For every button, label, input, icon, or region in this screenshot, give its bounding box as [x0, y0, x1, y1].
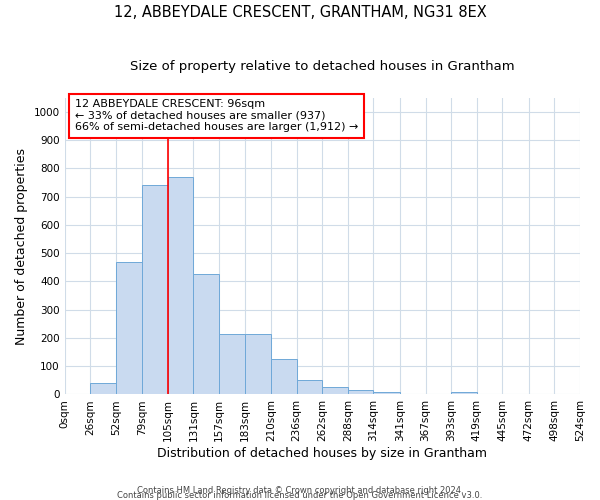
Bar — [168, 177, 193, 394]
Bar — [193, 274, 219, 394]
Text: 12 ABBEYDALE CRESCENT: 96sqm
← 33% of detached houses are smaller (937)
66% of s: 12 ABBEYDALE CRESCENT: 96sqm ← 33% of de… — [75, 100, 358, 132]
Bar — [245, 334, 271, 394]
Text: Contains HM Land Registry data © Crown copyright and database right 2024.: Contains HM Land Registry data © Crown c… — [137, 486, 463, 495]
Bar — [322, 388, 348, 394]
Bar — [116, 262, 142, 394]
Text: Contains public sector information licensed under the Open Government Licence v3: Contains public sector information licen… — [118, 491, 482, 500]
Text: 12, ABBEYDALE CRESCENT, GRANTHAM, NG31 8EX: 12, ABBEYDALE CRESCENT, GRANTHAM, NG31 8… — [113, 5, 487, 20]
Bar — [90, 383, 116, 394]
Bar — [271, 359, 296, 394]
Bar — [451, 392, 477, 394]
X-axis label: Distribution of detached houses by size in Grantham: Distribution of detached houses by size … — [157, 447, 487, 460]
Y-axis label: Number of detached properties: Number of detached properties — [15, 148, 28, 344]
Bar — [296, 380, 322, 394]
Bar — [142, 186, 168, 394]
Bar — [219, 334, 245, 394]
Title: Size of property relative to detached houses in Grantham: Size of property relative to detached ho… — [130, 60, 515, 73]
Bar — [348, 390, 373, 394]
Bar — [373, 392, 400, 394]
